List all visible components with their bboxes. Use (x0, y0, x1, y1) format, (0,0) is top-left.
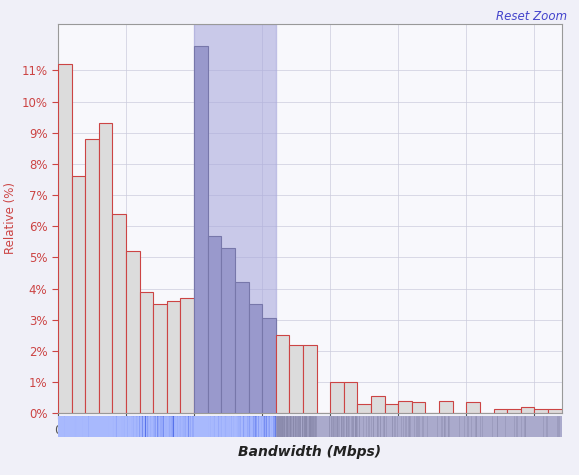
Bar (466, 402, 480, 413)
Bar (167, 301, 181, 413)
Bar (208, 236, 221, 413)
Bar (344, 382, 357, 413)
Bar (371, 396, 384, 413)
Bar (357, 404, 371, 413)
Bar (384, 404, 398, 413)
Bar (112, 214, 126, 413)
Bar (85, 139, 99, 413)
Bar (276, 416, 562, 437)
Bar (99, 124, 112, 413)
Bar (493, 408, 507, 413)
Bar (290, 345, 303, 413)
Bar (507, 408, 521, 413)
Bar (276, 335, 290, 413)
Bar (398, 401, 412, 413)
Bar (248, 304, 262, 413)
Bar (126, 251, 140, 413)
Bar (153, 304, 167, 413)
Bar (58, 64, 72, 413)
Bar (235, 282, 248, 413)
Bar (412, 402, 426, 413)
Bar (521, 407, 534, 413)
Bar (262, 318, 276, 413)
Bar (194, 24, 276, 413)
Bar (72, 176, 85, 413)
Text: Reset Zoom: Reset Zoom (496, 10, 567, 22)
X-axis label: Bandwidth (Mbps): Bandwidth (Mbps) (238, 445, 382, 459)
Bar (439, 401, 453, 413)
Bar (194, 46, 208, 413)
Bar (58, 416, 276, 437)
Bar (181, 298, 194, 413)
Bar (534, 408, 548, 413)
Y-axis label: Relative (%): Relative (%) (4, 182, 17, 255)
Bar (548, 408, 562, 413)
Bar (303, 345, 317, 413)
Bar (330, 382, 344, 413)
Bar (140, 292, 153, 413)
Bar (221, 248, 235, 413)
